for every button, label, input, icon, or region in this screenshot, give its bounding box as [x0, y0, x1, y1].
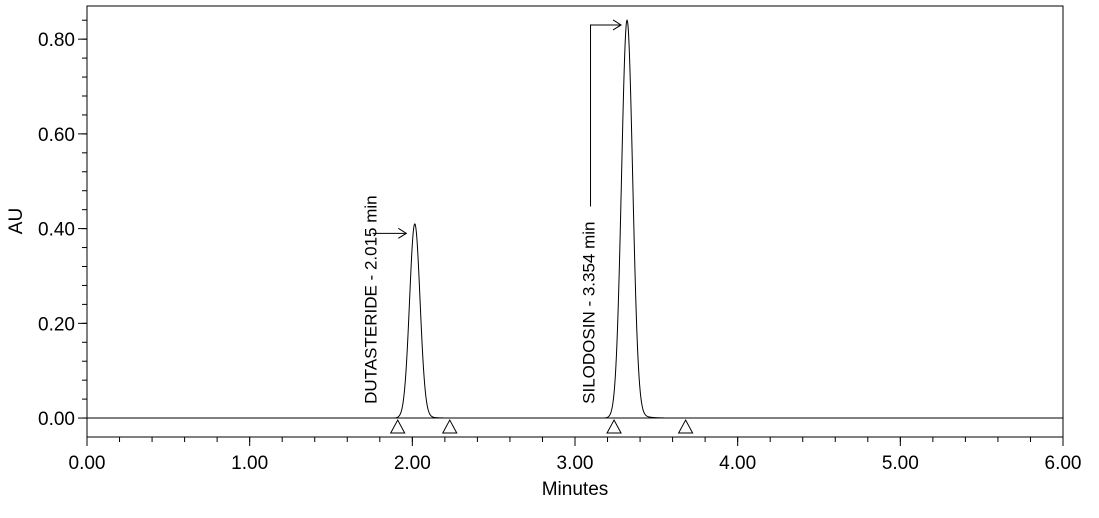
x-tick-label: 6.00	[1045, 453, 1082, 474]
peak-arrow-head	[398, 227, 408, 239]
peak-boundary-marker	[389, 419, 406, 434]
peak-leader-line	[590, 24, 622, 207]
x-tick-label: 5.00	[882, 453, 919, 474]
x-axis-title: Minutes	[542, 479, 609, 500]
plot-frame	[86, 5, 1064, 438]
y-tick-label: 0.40	[38, 220, 75, 241]
y-axis-title: AU	[6, 208, 27, 234]
y-tick-label: 0.80	[38, 30, 75, 51]
peak-boundary-marker	[677, 419, 694, 434]
x-axis: 0.00 1.00 2.00 3.00 4.00 5.00 6.00	[69, 437, 1082, 474]
x-tick-label: 2.00	[394, 453, 431, 474]
x-tick-label: 0.00	[69, 453, 106, 474]
peak-annotations: DUTASTERIDE - 2.015 min SILODOSIN - 3.354…	[362, 19, 622, 404]
y-axis: 0.00 0.20 0.40 0.60 0.80	[38, 19, 87, 430]
x-tick-label: 3.00	[557, 453, 594, 474]
baseline-markers	[389, 419, 694, 434]
peak-label: DUTASTERIDE - 2.015 min	[362, 195, 381, 403]
peak-boundary-marker	[606, 419, 622, 434]
peak-label: SILODOSIN - 3.354 min	[580, 222, 599, 404]
x-tick-label: 1.00	[231, 453, 268, 474]
x-tick-label: 4.00	[719, 453, 756, 474]
peak-arrow-head	[612, 19, 622, 31]
y-tick-label: 0.20	[38, 314, 75, 335]
chromatogram-trace	[87, 19, 1063, 419]
y-tick-label: 0.00	[38, 409, 75, 430]
peak-boundary-marker	[441, 419, 458, 434]
y-tick-label: 0.60	[38, 125, 75, 146]
